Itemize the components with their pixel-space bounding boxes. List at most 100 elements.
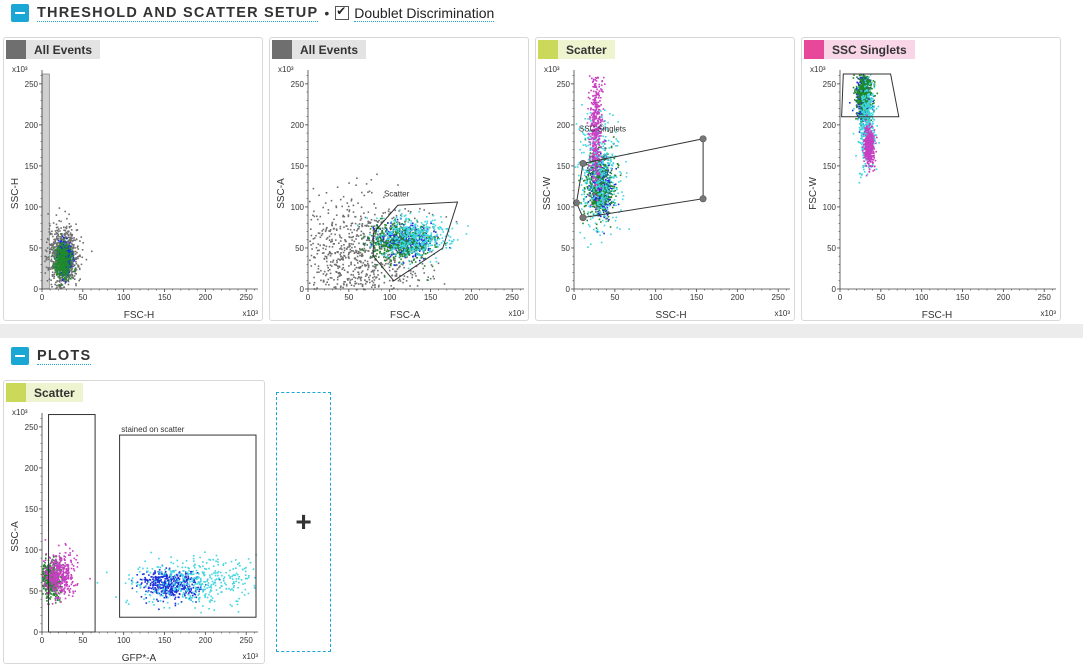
data-point: [60, 235, 62, 238]
data-point: [432, 225, 435, 228]
data-point: [389, 211, 392, 214]
data-point: [68, 243, 71, 246]
data-point: [383, 254, 386, 257]
data-point: [614, 189, 617, 192]
setup-collapse-button[interactable]: [11, 4, 29, 22]
data-point: [390, 228, 392, 230]
data-point: [322, 279, 325, 282]
data-point: [381, 215, 383, 217]
data-point: [57, 256, 59, 258]
data-point: [587, 169, 589, 172]
data-point: [405, 240, 407, 242]
data-point: [445, 216, 448, 218]
data-point: [583, 205, 586, 208]
data-point: [605, 189, 607, 192]
data-point: [387, 238, 389, 240]
data-point: [399, 243, 401, 245]
data-point: [449, 236, 452, 238]
data-point: [602, 178, 605, 181]
data-point: [356, 250, 358, 252]
data-point: [323, 257, 326, 260]
scatter-plot[interactable]: 005050100100150150200200250250x10³x10³FS…: [4, 38, 264, 322]
data-point: [413, 259, 415, 261]
data-point: [594, 200, 597, 202]
data-point: [592, 216, 594, 219]
data-point: [591, 172, 593, 174]
data-point: [426, 234, 429, 236]
data-point: [440, 221, 443, 223]
data-point: [426, 231, 428, 233]
data-point: [388, 266, 391, 269]
data-point: [603, 176, 606, 179]
data-point: [600, 171, 603, 173]
population-tag[interactable]: Scatter: [538, 40, 615, 59]
data-point: [381, 246, 383, 248]
data-point: [402, 251, 404, 254]
data-point: [61, 249, 64, 251]
setup-section-title[interactable]: THRESHOLD AND SCATTER SETUP: [37, 4, 319, 22]
data-point: [51, 274, 54, 276]
data-point: [395, 228, 398, 230]
data-point: [359, 251, 362, 254]
data-point: [601, 198, 603, 201]
data-point: [67, 242, 69, 245]
data-point: [609, 204, 612, 206]
data-point: [70, 236, 72, 239]
data-point: [604, 136, 607, 138]
plot-card-1[interactable]: All Events 0 0 50 50 100 100 150 150 200 200 250 25…: [3, 37, 263, 321]
doublet-discrimination-checkbox[interactable]: [335, 4, 350, 20]
data-point: [391, 246, 393, 248]
data-point: [414, 239, 417, 241]
data-point: [48, 222, 51, 225]
data-point: [390, 231, 392, 234]
data-point: [58, 258, 61, 261]
scatter-plot[interactable]: SSC Singlets0050501001001501502002002502…: [536, 38, 796, 322]
data-point: [366, 236, 369, 238]
data-point: [367, 222, 370, 224]
plot-card-2[interactable]: All Events Scatter 0 0 50 50 100 100 150 150 200 2…: [269, 37, 529, 321]
data-point: [595, 180, 598, 182]
population-tag[interactable]: All Events: [272, 40, 367, 59]
data-point: [401, 235, 404, 238]
data-point: [600, 152, 602, 155]
data-point: [413, 244, 416, 247]
data-point: [354, 246, 356, 248]
data-point: [380, 253, 383, 255]
population-tag[interactable]: All Events: [6, 40, 101, 59]
data-point: [440, 216, 442, 218]
data-point: [67, 273, 69, 275]
doublet-discrimination-label[interactable]: Doublet Discrimination: [354, 4, 495, 22]
data-point: [438, 228, 440, 230]
data-point: [338, 242, 340, 244]
data-point: [342, 263, 344, 266]
data-point: [66, 267, 68, 270]
data-point: [425, 230, 427, 232]
data-point: [425, 226, 428, 229]
data-point: [587, 171, 590, 173]
data-point: [617, 121, 619, 123]
data-point: [373, 244, 376, 247]
data-point: [356, 224, 359, 227]
data-point: [600, 203, 603, 205]
data-point: [603, 153, 606, 155]
plot-card-3[interactable]: Scatter SSC Singlets 0 0 50 50 100 100 150 150 20…: [535, 37, 795, 321]
data-point: [316, 253, 319, 255]
data-point: [339, 227, 342, 230]
data-point: [50, 283, 53, 286]
data-point: [314, 263, 316, 266]
data-point: [417, 228, 420, 230]
y-axis-multiplier: x10³: [278, 65, 294, 74]
data-point: [52, 247, 55, 249]
data-point: [601, 116, 603, 119]
scatter-plot[interactable]: Scatter005050100100150150200200250250x10…: [270, 38, 530, 322]
data-point: [357, 227, 360, 230]
data-point: [364, 264, 366, 266]
data-point: [366, 281, 368, 283]
data-point: [364, 265, 367, 267]
data-point: [590, 205, 593, 208]
data-point: [51, 246, 53, 249]
data-point: [414, 240, 417, 242]
data-point: [426, 229, 429, 232]
data-point: [593, 189, 596, 191]
data-point: [450, 240, 453, 242]
